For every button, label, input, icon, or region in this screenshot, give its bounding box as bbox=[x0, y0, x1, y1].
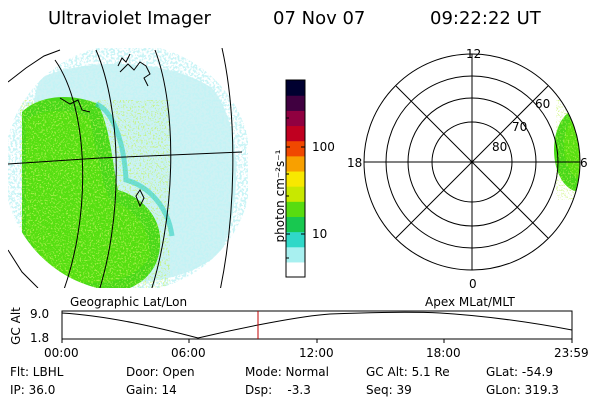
altitude-ytick-low: 1.8 bbox=[30, 331, 50, 345]
lat-label-60: 60 bbox=[535, 97, 551, 111]
geographic-caption: Geographic Lat/Lon bbox=[70, 295, 188, 309]
altitude-xtick-1200: 12:00 bbox=[299, 346, 334, 360]
seq-status: Seq: 39 bbox=[366, 383, 412, 397]
glon-status: GLon: 319.3 bbox=[486, 383, 559, 397]
mlt-label-18: 18 bbox=[347, 156, 363, 170]
colorbar-swatch bbox=[286, 140, 305, 157]
colorbar bbox=[285, 79, 306, 278]
colorbar-swatch bbox=[286, 125, 305, 142]
colorbar-swatch bbox=[286, 231, 305, 248]
mlt-label-12: 12 bbox=[466, 47, 482, 61]
altitude-xtick-2359: 23:59 bbox=[554, 346, 589, 360]
colorbar-gradient bbox=[286, 80, 305, 278]
altitude-ylabel: GC Alt bbox=[9, 307, 23, 345]
colorbar-swatch bbox=[286, 216, 305, 233]
mlt-label-0: 0 bbox=[469, 277, 477, 291]
mlt-label-6: 6 bbox=[580, 156, 588, 170]
colorbar-tick-10: 10 bbox=[312, 227, 328, 241]
colorbar-swatch bbox=[286, 261, 305, 278]
colorbar-swatch bbox=[286, 246, 305, 263]
mode-status: Mode: Normal bbox=[245, 365, 329, 379]
colorbar-swatch bbox=[286, 201, 305, 217]
dsp-status: Dsp: -3.3 bbox=[245, 383, 311, 397]
altitude-xtick-0000: 00:00 bbox=[44, 346, 79, 360]
date-label: 07 Nov 07 bbox=[273, 8, 366, 29]
colorbar-swatch bbox=[286, 80, 305, 96]
gain-status: Gain: 14 bbox=[126, 383, 177, 397]
ip-status: IP: 36.0 bbox=[10, 383, 56, 397]
geographic-image bbox=[8, 48, 248, 288]
lat-label-70: 70 bbox=[512, 120, 528, 134]
colorbar-swatch bbox=[286, 186, 305, 202]
colorbar-swatch bbox=[286, 95, 305, 111]
altitude-curve bbox=[61, 311, 573, 339]
filter-status: Flt: LBHL bbox=[10, 365, 64, 379]
altitude-ytick-high: 9.0 bbox=[30, 307, 50, 321]
colorbar-swatch bbox=[286, 155, 305, 172]
glat-status: GLat: -54.9 bbox=[486, 365, 553, 379]
colorbar-swatch bbox=[286, 170, 305, 187]
time-label: 09:22:22 UT bbox=[430, 8, 541, 29]
altitude-xtick-0600: 06:00 bbox=[171, 346, 206, 360]
colorbar-tick-100: 100 bbox=[312, 140, 335, 154]
lat-label-80: 80 bbox=[492, 140, 508, 154]
colorbar-swatch bbox=[286, 110, 305, 127]
altitude-xtick-1800: 18:00 bbox=[426, 346, 461, 360]
colorbar-unit-label: photon cm⁻²s⁻¹ bbox=[273, 149, 287, 243]
door-status: Door: Open bbox=[126, 365, 195, 379]
polar-plot bbox=[363, 53, 581, 271]
instrument-title: Ultraviolet Imager bbox=[48, 8, 211, 29]
altitude-plot bbox=[61, 310, 573, 343]
apex-caption: Apex MLat/MLT bbox=[425, 295, 515, 309]
gc-alt-status: GC Alt: 5.1 Re bbox=[366, 365, 450, 379]
